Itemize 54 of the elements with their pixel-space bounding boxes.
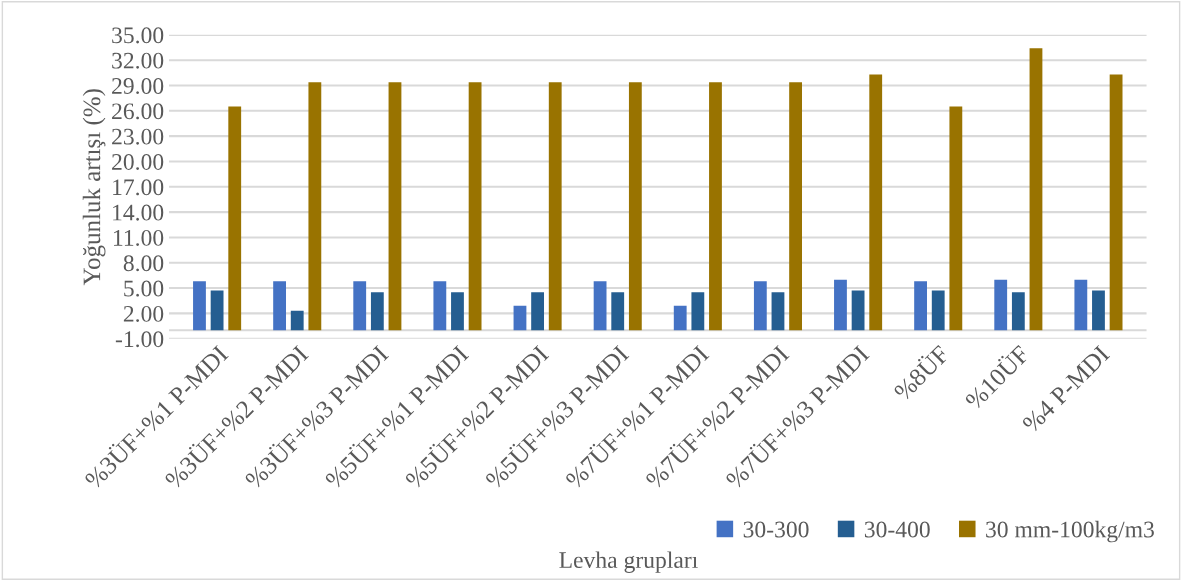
y-tick-label: 14.00 (113, 204, 164, 221)
bar (931, 290, 945, 331)
bar (771, 292, 785, 331)
legend-label: 30-400 (864, 521, 930, 538)
y-tick-label: -1.00 (115, 331, 164, 348)
bar (994, 279, 1008, 331)
y-tick-label: 26.00 (112, 103, 164, 120)
y-tick-label: 5.00 (124, 280, 164, 297)
bar (753, 281, 767, 331)
x-axis-title: Levha grupları (559, 551, 698, 573)
bar (611, 292, 625, 331)
bar (851, 290, 865, 331)
bar (228, 106, 242, 331)
bar (370, 292, 384, 331)
bar (433, 281, 447, 331)
bar (308, 82, 322, 331)
bar (388, 82, 402, 331)
bar (869, 74, 883, 331)
y-axis-title: Yoğunluk artışı (%) (82, 89, 106, 286)
legend-label: 30-300 (743, 521, 809, 538)
y-tick-label: 32.00 (112, 52, 164, 69)
bar (709, 82, 722, 331)
y-tick-label: 11.00 (114, 229, 164, 246)
y-tick-label: 20.00 (112, 153, 164, 170)
bar (210, 290, 224, 331)
bar (513, 305, 527, 331)
y-tick-label: 2.00 (123, 305, 164, 322)
y-tick-label: 35.00 (112, 27, 164, 44)
bar (834, 279, 847, 331)
bar (1074, 279, 1088, 331)
bar (1029, 48, 1043, 331)
bar (273, 281, 287, 331)
bar (290, 310, 304, 331)
bar (691, 292, 705, 331)
bar (593, 281, 607, 331)
legend-label: 30 mm-100kg/m3 (986, 520, 1154, 543)
bar (1011, 292, 1025, 331)
y-tick-label: 29.00 (112, 77, 164, 95)
bar (468, 82, 482, 331)
bar (548, 82, 562, 331)
y-tick-label: 8.00 (123, 255, 164, 272)
bar (531, 292, 545, 331)
bar (353, 281, 367, 331)
bar (949, 106, 963, 331)
y-tick-label: 23.00 (112, 128, 164, 145)
bar (914, 281, 927, 331)
bar (451, 292, 464, 331)
y-tick-label: 17.00 (113, 179, 164, 196)
bar (673, 305, 687, 331)
bar (193, 281, 206, 331)
bar (1092, 290, 1105, 331)
bar (789, 82, 803, 331)
bar (1109, 74, 1123, 331)
bar (628, 82, 642, 331)
